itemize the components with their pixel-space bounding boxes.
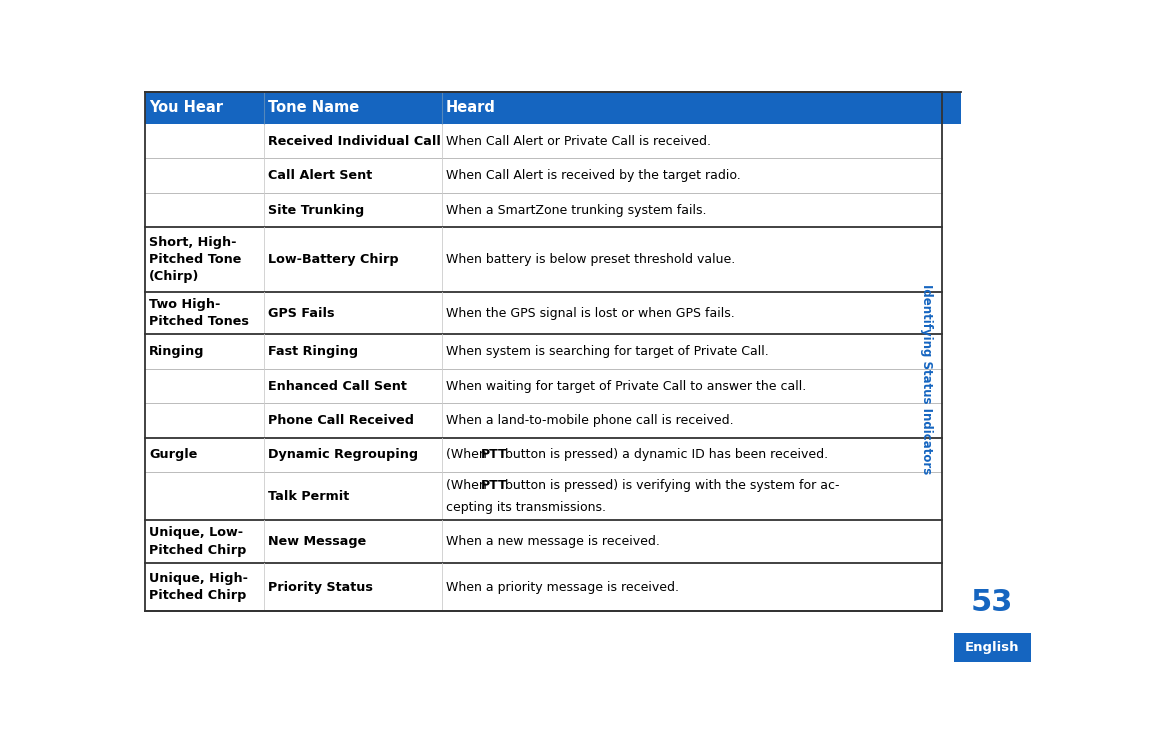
Text: PTT: PTT xyxy=(480,478,507,492)
Text: Unique, Low-: Unique, Low- xyxy=(149,526,244,539)
Text: When Call Alert or Private Call is received.: When Call Alert or Private Call is recei… xyxy=(446,134,711,148)
Text: English: English xyxy=(965,641,1019,654)
Bar xyxy=(145,472,942,520)
Bar xyxy=(145,158,942,193)
Text: When system is searching for target of Private Call.: When system is searching for target of P… xyxy=(446,345,769,358)
Text: New Message: New Message xyxy=(268,535,365,548)
Bar xyxy=(145,228,942,292)
Text: When a new message is received.: When a new message is received. xyxy=(446,535,660,548)
Text: When the GPS signal is lost or when GPS fails.: When the GPS signal is lost or when GPS … xyxy=(446,306,734,320)
Bar xyxy=(145,292,942,334)
Text: When a priority message is received.: When a priority message is received. xyxy=(446,581,679,593)
Bar xyxy=(944,92,962,124)
Text: Talk Permit: Talk Permit xyxy=(268,490,349,502)
Bar xyxy=(145,193,942,228)
Text: (When: (When xyxy=(446,448,491,461)
Text: Pitched Chirp: Pitched Chirp xyxy=(149,544,246,556)
Bar xyxy=(145,92,962,124)
Bar xyxy=(145,369,942,403)
Text: Phone Call Received: Phone Call Received xyxy=(268,414,414,427)
Text: Pitched Tones: Pitched Tones xyxy=(149,315,249,328)
Text: Two High-: Two High- xyxy=(149,298,221,311)
Text: When waiting for target of Private Call to answer the call.: When waiting for target of Private Call … xyxy=(446,379,807,393)
Text: button is pressed) a dynamic ID has been received.: button is pressed) a dynamic ID has been… xyxy=(501,448,828,461)
Text: 53: 53 xyxy=(971,589,1013,617)
Text: When a SmartZone trunking system fails.: When a SmartZone trunking system fails. xyxy=(446,204,707,216)
Text: Priority Status: Priority Status xyxy=(268,581,372,593)
Text: Unique, High-: Unique, High- xyxy=(149,572,248,585)
Text: Enhanced Call Sent: Enhanced Call Sent xyxy=(268,379,407,393)
Text: Received Individual Call: Received Individual Call xyxy=(268,134,440,148)
Text: When Call Alert is received by the target radio.: When Call Alert is received by the targe… xyxy=(446,169,741,182)
Bar xyxy=(145,403,942,438)
Bar xyxy=(954,633,1031,662)
Text: Low-Battery Chirp: Low-Battery Chirp xyxy=(268,253,399,266)
Bar xyxy=(145,438,942,472)
Text: GPS Fails: GPS Fails xyxy=(268,306,334,320)
Text: Site Trunking: Site Trunking xyxy=(268,204,364,216)
Bar xyxy=(145,520,942,563)
Text: When battery is below preset threshold value.: When battery is below preset threshold v… xyxy=(446,253,735,266)
Text: Pitched Chirp: Pitched Chirp xyxy=(149,590,246,602)
Text: (Chirp): (Chirp) xyxy=(149,270,200,283)
Text: Tone Name: Tone Name xyxy=(268,101,358,116)
Text: Heard: Heard xyxy=(446,101,495,116)
Text: Identifying Status Indicators: Identifying Status Indicators xyxy=(920,284,933,475)
Text: When a land-to-mobile phone call is received.: When a land-to-mobile phone call is rece… xyxy=(446,414,733,427)
Text: button is pressed) is verifying with the system for ac-: button is pressed) is verifying with the… xyxy=(501,478,840,492)
Text: Ringing: Ringing xyxy=(149,345,205,358)
Text: cepting its transmissions.: cepting its transmissions. xyxy=(446,501,606,514)
Text: Pitched Tone: Pitched Tone xyxy=(149,253,241,266)
Text: Gurgle: Gurgle xyxy=(149,448,198,461)
Text: PTT: PTT xyxy=(480,448,507,461)
Text: Dynamic Regrouping: Dynamic Regrouping xyxy=(268,448,418,461)
Text: (When: (When xyxy=(446,478,491,492)
Text: Call Alert Sent: Call Alert Sent xyxy=(268,169,372,182)
Bar xyxy=(145,124,942,158)
Text: Short, High-: Short, High- xyxy=(149,236,237,249)
Text: Fast Ringing: Fast Ringing xyxy=(268,345,357,358)
Text: You Hear: You Hear xyxy=(149,101,223,116)
Bar xyxy=(145,563,942,611)
Bar xyxy=(145,334,942,369)
